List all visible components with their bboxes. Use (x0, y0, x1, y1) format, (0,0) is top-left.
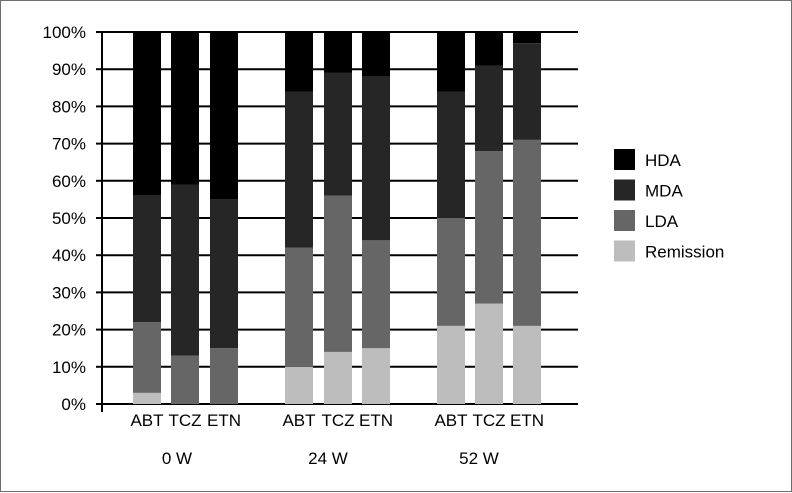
bar-segment-mda (475, 65, 503, 152)
y-tick-label: 70% (52, 135, 86, 154)
x-tick-label: TCZ (168, 411, 201, 430)
x-tick-label: ETN (510, 411, 544, 430)
bar-segment-lda (285, 247, 313, 367)
bar-segment-lda (210, 348, 238, 404)
bar-segment-lda (475, 151, 503, 304)
legend-label: Remission (645, 243, 724, 262)
bar-segment-mda (362, 76, 390, 241)
y-tick-label: 0% (61, 395, 86, 414)
y-tick-label: 30% (52, 283, 86, 302)
group-label: 24 W (308, 449, 348, 468)
bar-segment-remission (513, 325, 541, 404)
y-tick-label: 50% (52, 209, 86, 228)
bar-segment-hda (285, 32, 313, 92)
bar-segment-mda (437, 91, 465, 218)
y-tick-label: 40% (52, 246, 86, 265)
x-tick-label: ABT (282, 411, 315, 430)
group-labels: 0 W 24 W 52 W (162, 449, 499, 468)
bar-segment-mda (324, 72, 352, 196)
bar-segment-lda (171, 355, 199, 404)
bar-segment-lda (133, 322, 161, 393)
legend-label: MDA (645, 182, 683, 201)
legend-swatch-mda (614, 179, 635, 201)
x-tick-label: TCZ (321, 411, 354, 430)
legend-label: LDA (645, 212, 679, 231)
legend-swatch-lda (614, 210, 635, 231)
bar-segment-hda (171, 32, 199, 185)
y-tick-label: 10% (52, 358, 86, 377)
bar-segment-hda (513, 32, 541, 44)
legend-swatch-hda (614, 149, 635, 170)
x-tick-label: TCZ (472, 411, 505, 430)
bar-segment-hda (324, 32, 352, 73)
bar-segment-remission (475, 303, 503, 404)
x-tick-labels: ABT TCZ ETN ABT TCZ ETN ABT TCZ ETN (130, 411, 544, 430)
bar-segment-lda (362, 240, 390, 349)
y-tick-label: 100% (43, 23, 86, 42)
y-tick-label: 20% (52, 321, 86, 340)
bar-segment-mda (210, 199, 238, 349)
bar-segment-lda (324, 195, 352, 352)
x-tick-label: ETN (359, 411, 393, 430)
y-axis (96, 31, 103, 412)
group-label: 52 W (459, 449, 499, 468)
bar-segment-hda (362, 32, 390, 77)
legend-label: HDA (645, 151, 682, 170)
x-tick-label: ETN (207, 411, 241, 430)
y-tick-label: 90% (52, 60, 86, 79)
bar-segment-remission (133, 392, 161, 404)
bar-segment-remission (437, 325, 465, 404)
bar-segment-hda (475, 32, 503, 66)
group-label: 0 W (162, 449, 192, 468)
bar-segment-lda (437, 218, 465, 326)
bar-segment-hda (133, 32, 161, 196)
legend: HDA MDA LDA Remission (614, 149, 724, 262)
legend-swatch-remission (614, 240, 635, 262)
bar-segment-mda (133, 195, 161, 323)
x-tick-label: ABT (130, 411, 163, 430)
bar-segment-remission (324, 351, 352, 404)
bar-segment-mda (513, 43, 541, 140)
bars (133, 32, 541, 404)
y-tick-label: 60% (52, 172, 86, 191)
x-tick-label: ABT (434, 411, 467, 430)
y-tick-labels: 0% 10% 20% 30% 40% 50% 60% 70% 80% 90% 100% (43, 23, 86, 414)
bar-segment-lda (513, 139, 541, 326)
bar-segment-hda (437, 32, 465, 92)
bar-segment-mda (285, 91, 313, 248)
y-tick-label: 80% (52, 97, 86, 116)
bar-segment-hda (210, 32, 238, 200)
bar-segment-mda (171, 184, 199, 356)
bar-segment-remission (362, 348, 390, 404)
bar-segment-remission (285, 366, 313, 404)
